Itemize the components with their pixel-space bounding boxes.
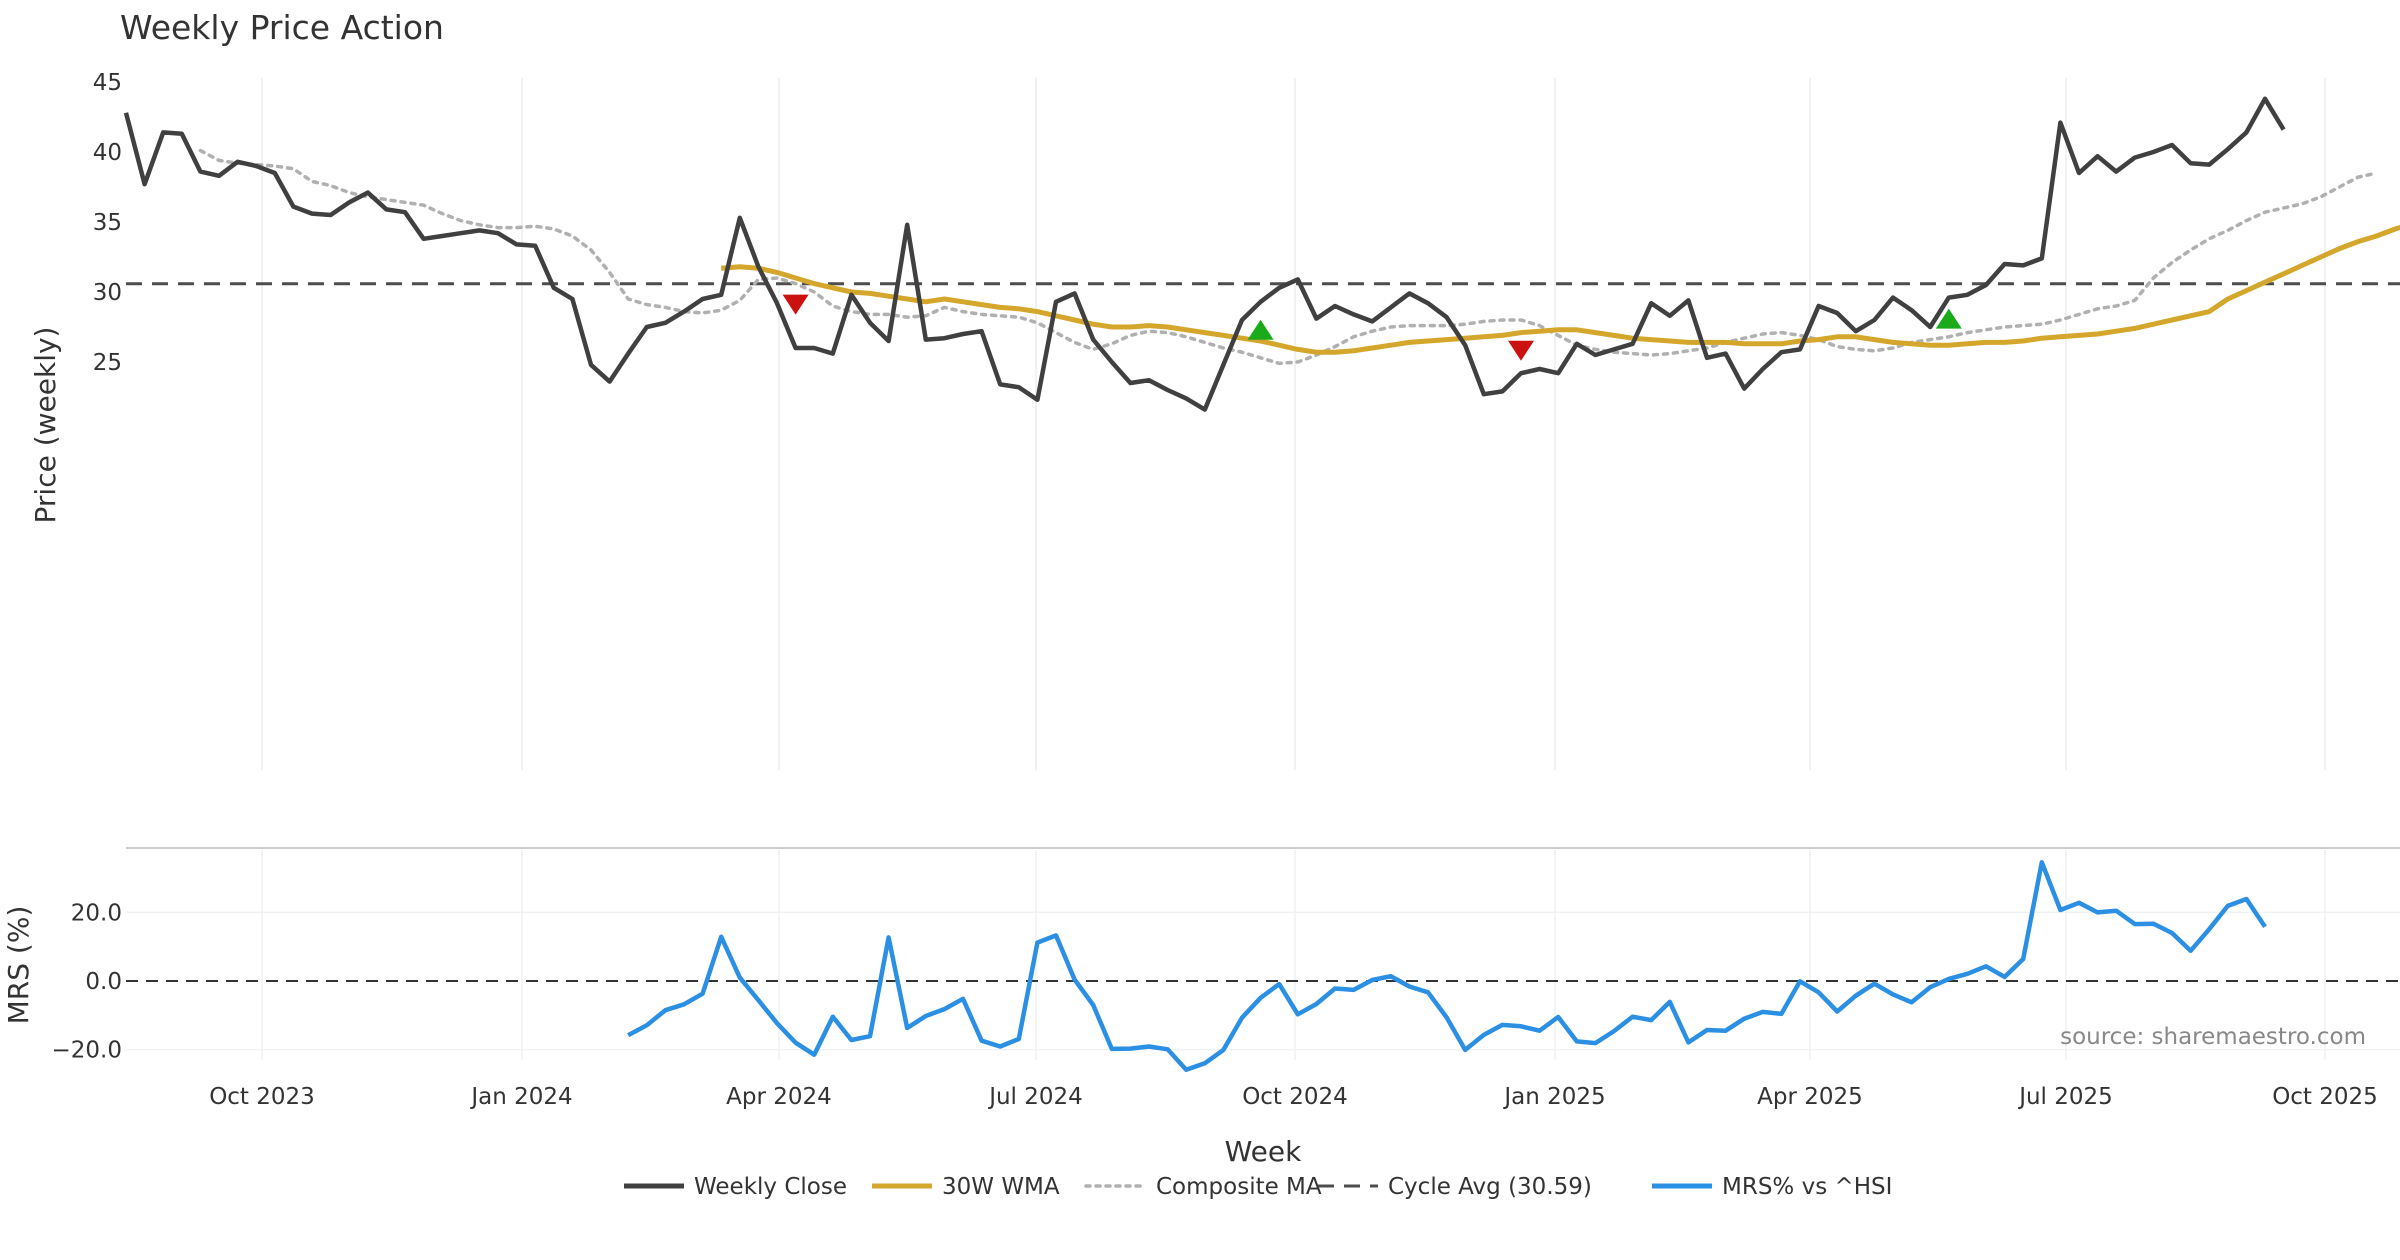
price-gridlines — [261, 78, 2326, 770]
buy-signal-marker — [1935, 308, 1962, 329]
legend-item: MRS% vs ^HSI — [1652, 1174, 1892, 1200]
x-tick-label: Oct 2023 — [209, 1084, 315, 1110]
mrs-y-axis-label: MRS (%) — [2, 906, 35, 1025]
legend-label: Weekly Close — [694, 1174, 847, 1200]
mrs-line — [627, 860, 2267, 1073]
mrs-y-tick-label: 20.0 — [71, 900, 122, 926]
legend-item: Cycle Avg (30.59) — [1318, 1174, 1592, 1200]
signal-markers — [782, 294, 1962, 361]
price-y-tick-label: 45 — [93, 70, 122, 96]
legend-item: Weekly Close — [624, 1174, 847, 1200]
mrs-gridlines — [126, 850, 2400, 1060]
price-y-ticks: 25 30 35 40 45 — [93, 70, 122, 376]
price-y-tick-label: 35 — [93, 210, 122, 236]
x-axis-ticks: Oct 2023 Jan 2024 Apr 2024 Jul 2024 Oct 2024… — [209, 1084, 2378, 1110]
legend-item: Composite MA — [1084, 1174, 1322, 1200]
weekly-close-line — [123, 96, 2286, 412]
x-axis-label: Week — [1225, 1135, 1302, 1168]
sell-signal-marker — [782, 294, 809, 315]
buy-signal-marker — [1247, 319, 1274, 340]
price-y-tick-label: 30 — [93, 280, 122, 306]
legend-label: 30W WMA — [942, 1174, 1060, 1200]
chart-title: Weekly Price Action — [120, 8, 444, 47]
price-panel: 25 30 35 40 45 Price (weekly) — [29, 70, 2400, 770]
legend-label: Cycle Avg (30.59) — [1388, 1174, 1592, 1200]
x-tick-label: Apr 2024 — [726, 1084, 832, 1110]
mrs-y-tick-label: −20.0 — [52, 1038, 122, 1064]
composite-ma-line — [198, 148, 2379, 366]
mrs-y-tick-label: 0.0 — [85, 969, 122, 995]
legend-item: 30W WMA — [872, 1174, 1060, 1200]
x-tick-label: Jan 2024 — [469, 1084, 572, 1110]
legend-label: Composite MA — [1156, 1174, 1322, 1200]
legend-label: MRS% vs ^HSI — [1722, 1174, 1892, 1200]
mrs-panel: −20.0 0.0 20.0 MRS (%) source: sharemaestr… — [2, 850, 2400, 1073]
x-tick-label: Oct 2024 — [1242, 1084, 1348, 1110]
x-tick-label: Jul 2024 — [987, 1084, 1083, 1110]
sell-signal-marker — [1508, 340, 1534, 361]
x-tick-label: Oct 2025 — [2272, 1084, 2378, 1110]
price-y-tick-label: 25 — [93, 350, 122, 376]
x-tick-label: Jul 2025 — [2017, 1084, 2113, 1110]
price-y-axis-label: Price (weekly) — [29, 327, 62, 524]
x-tick-label: Apr 2025 — [1757, 1084, 1863, 1110]
price-y-tick-label: 40 — [93, 140, 122, 166]
wma-30w-line — [721, 224, 2400, 355]
source-label: source: sharemaestro.com — [2060, 1024, 2366, 1050]
mrs-y-ticks: −20.0 0.0 20.0 — [52, 900, 122, 1063]
legend: Weekly Close 30W WMA Composite MA Cycle Avg… — [624, 1174, 1892, 1200]
x-tick-label: Jan 2025 — [1502, 1084, 1605, 1110]
